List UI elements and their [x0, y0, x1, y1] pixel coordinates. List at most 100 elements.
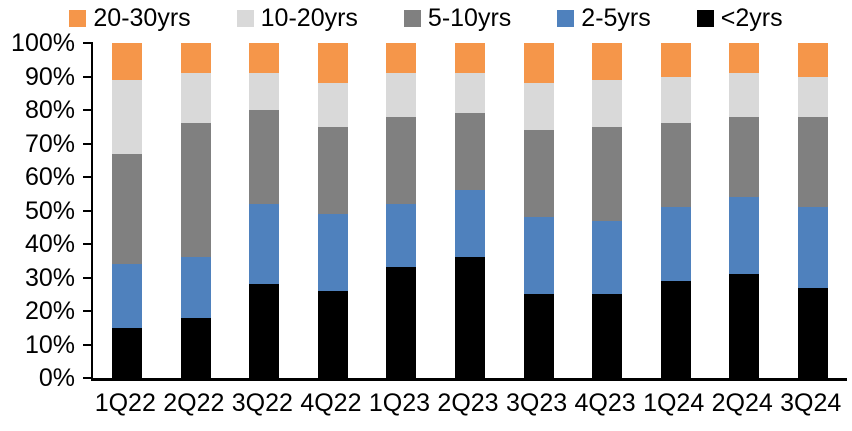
bar-slot-2Q22 — [162, 43, 231, 378]
bar-slot-1Q22 — [93, 43, 162, 378]
stacked-bar-1Q23 — [386, 43, 417, 378]
bar-segment-10-20yrs — [797, 76, 828, 117]
bar-slot-1Q24 — [641, 43, 710, 378]
bar-segment-5-10yrs — [592, 126, 623, 221]
bar-segment-20-30yrs — [317, 43, 348, 84]
legend-label: 5-10yrs — [427, 4, 512, 32]
bar-segment-<2yrs — [660, 280, 691, 378]
bar-segment-10-20yrs — [180, 73, 211, 124]
bar-segment-20-30yrs — [729, 43, 760, 74]
bar-segment-5-10yrs — [249, 110, 280, 204]
bar-segment-20-30yrs — [523, 43, 554, 84]
bar-segment-2-5yrs — [112, 264, 143, 328]
bar-segment-2-5yrs — [386, 203, 417, 268]
bar-segment-10-20yrs — [249, 73, 280, 111]
y-tick-label: 30% — [24, 263, 75, 292]
x-tick-label: 3Q22 — [231, 389, 293, 417]
bar-segment-<2yrs — [729, 274, 760, 378]
bar-segment-20-30yrs — [180, 43, 211, 74]
bar-segment-<2yrs — [249, 284, 280, 378]
y-tick-label: 40% — [24, 230, 75, 258]
bar-segment-20-30yrs — [112, 43, 143, 80]
legend-item: 10-20yrs — [236, 4, 358, 32]
legend-label: 2-5yrs — [581, 4, 651, 32]
stacked-bar-1Q24 — [660, 43, 691, 378]
x-tick-label: 1Q24 — [643, 389, 705, 417]
bar-segment-20-30yrs — [660, 43, 691, 77]
bar-slot-3Q23 — [504, 43, 573, 378]
y-axis-tick-labels: 0% 10% 20% 30% 40% 50% 60% 70% 80% 90% 100% — [0, 30, 78, 391]
bar-slot-4Q22 — [299, 43, 368, 378]
legend-item: 5-10yrs — [403, 4, 512, 32]
y-tick-label: 10% — [24, 330, 75, 359]
y-tick-label: 100% — [11, 29, 75, 57]
bar-segment-5-10yrs — [386, 116, 417, 204]
bar-segment-10-20yrs — [592, 79, 623, 127]
bar-segment-10-20yrs — [660, 76, 691, 124]
bar-segment-2-5yrs — [729, 197, 760, 275]
y-tick-mark — [83, 276, 93, 279]
bar-segment-2-5yrs — [797, 207, 828, 288]
y-tick-mark — [83, 75, 93, 78]
bar-segment-5-10yrs — [797, 116, 828, 208]
y-tick-mark — [83, 176, 93, 178]
y-tick-mark — [83, 42, 93, 44]
legend-item: 2-5yrs — [557, 4, 651, 32]
x-tick-label: 1Q22 — [94, 389, 156, 417]
x-tick-label: 4Q22 — [300, 389, 362, 417]
legend-swatch-1 — [69, 9, 87, 27]
x-tick-label: 2Q24 — [711, 389, 773, 417]
bar-segment-5-10yrs — [180, 123, 211, 258]
bar-segment-2-5yrs — [317, 213, 348, 291]
bar-segment-2-5yrs — [249, 203, 280, 285]
y-tick-label: 20% — [24, 297, 75, 325]
x-tick-label: 1Q23 — [368, 389, 431, 417]
y-tick-mark — [83, 243, 93, 245]
y-tick-mark — [83, 209, 93, 212]
legend-swatch-5 — [696, 9, 714, 27]
chart-legend: 20-30yrs 10-20yrs 5-10yrs 2-5yrs <2yrs — [0, 3, 852, 33]
bar-segment-<2yrs — [523, 294, 554, 378]
bar-segment-20-30yrs — [455, 43, 485, 74]
bar-segment-5-10yrs — [317, 126, 348, 214]
bar-segment-10-20yrs — [455, 73, 485, 114]
legend-label: 20-30yrs — [93, 4, 191, 32]
bar-slot-4Q23 — [573, 43, 642, 378]
bar-segment-2-5yrs — [592, 220, 623, 295]
bar-segment-<2yrs — [592, 294, 623, 378]
bar-segment-<2yrs — [386, 267, 417, 378]
bar-segment-5-10yrs — [660, 123, 691, 208]
bar-segment-10-20yrs — [523, 83, 554, 131]
bar-slot-1Q23 — [367, 43, 436, 378]
legend-item: 20-30yrs — [69, 4, 191, 32]
y-tick-mark — [83, 343, 93, 346]
legend-label: 10-20yrs — [260, 4, 358, 32]
y-tick-mark — [83, 109, 93, 111]
stacked-bar-2Q23 — [455, 43, 485, 378]
x-tick-label: 2Q22 — [163, 389, 225, 417]
bar-segment-2-5yrs — [180, 257, 211, 318]
bar-segment-2-5yrs — [455, 190, 485, 258]
x-tick-label: 3Q24 — [780, 389, 842, 417]
stacked-bar-3Q22 — [249, 43, 280, 378]
bar-segment-5-10yrs — [112, 153, 143, 265]
bar-segment-2-5yrs — [523, 217, 554, 295]
y-tick-label: 0% — [38, 364, 75, 392]
y-tick-mark — [83, 310, 93, 312]
stacked-bar-3Q23 — [523, 43, 554, 378]
x-tick-label: 2Q23 — [437, 389, 499, 417]
legend-swatch-4 — [557, 9, 575, 27]
bar-segment-5-10yrs — [523, 130, 554, 218]
stacked-bar-4Q23 — [592, 43, 623, 378]
bar-segment-<2yrs — [317, 290, 348, 378]
x-axis-tick-labels: 1Q22 2Q22 3Q22 4Q22 1Q23 2Q23 3Q23 4Q23 1Q24 2Q24… — [91, 388, 845, 420]
bar-segment-10-20yrs — [729, 73, 760, 117]
bar-slot-2Q24 — [710, 43, 779, 378]
bar-segment-20-30yrs — [386, 43, 417, 74]
y-tick-label: 70% — [24, 129, 75, 158]
stacked-bar-2Q22 — [180, 43, 211, 378]
stacked-bar-3Q24 — [797, 43, 828, 378]
y-tick-mark — [83, 142, 93, 145]
y-tick-label: 50% — [24, 196, 75, 225]
bar-segment-10-20yrs — [386, 73, 417, 117]
